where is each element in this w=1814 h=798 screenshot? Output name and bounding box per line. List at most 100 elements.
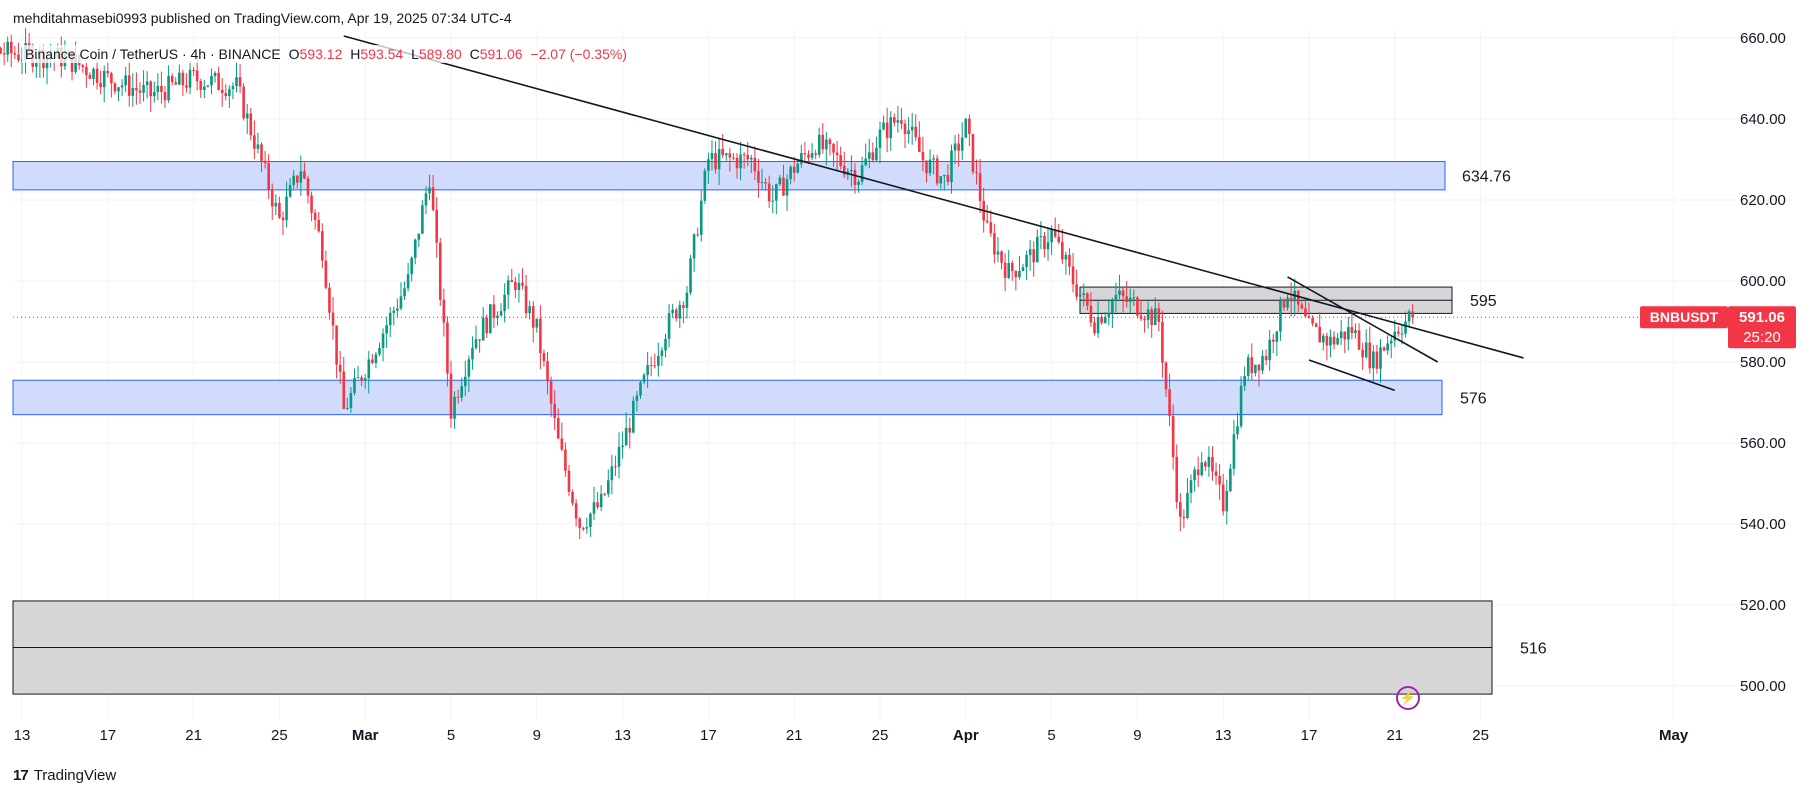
candle-body: [1179, 502, 1182, 517]
candle-body: [181, 72, 185, 86]
x-tick-label: 21: [786, 727, 803, 744]
candle-body: [581, 527, 585, 529]
candle-body: [610, 466, 614, 481]
y-axis[interactable]: 660.00 640.00 620.00 600.00 580.00 560.00 540.…: [1740, 30, 1786, 695]
candle-body: [860, 165, 864, 182]
candle-body: [1347, 327, 1350, 340]
candle-body: [388, 312, 392, 326]
candle-body: [1168, 389, 1171, 417]
trendline-main-descending: [343, 35, 1524, 359]
candle-body: [928, 159, 932, 174]
x-tick-label: 9: [1133, 727, 1141, 744]
candle-body: [807, 154, 810, 158]
x-axis[interactable]: 13 17 21 25 Mar 5 9 13 17 21 25 Apr 5 9 13 17 21 25 May: [14, 727, 1689, 744]
candle-body: [1246, 357, 1250, 376]
candle-body: [867, 152, 871, 159]
candle-body: [546, 361, 549, 382]
candle-body: [875, 147, 878, 161]
tradingview-logo-icon: 17: [13, 767, 29, 784]
candle-body: [228, 89, 231, 97]
ticker-badge: [1640, 306, 1728, 329]
candle-body: [989, 222, 993, 234]
candle-body: [1175, 456, 1179, 503]
candle-body: [374, 354, 378, 363]
symbol-legend[interactable]: Binance Coin / TetherUS · 4h · BINANCE O…: [22, 45, 630, 63]
candle-body: [839, 155, 842, 166]
candle-body: [771, 200, 775, 202]
candle-body: [499, 311, 503, 316]
candle-body: [653, 365, 657, 367]
tradingview-brand[interactable]: 17 TradingView: [13, 767, 116, 784]
candle-body: [213, 72, 217, 77]
candle-body: [903, 123, 907, 135]
candle-body: [678, 305, 682, 319]
candle-body: [739, 154, 742, 169]
candle-body: [310, 195, 313, 213]
candle-body: [385, 325, 388, 334]
candle-body: [978, 173, 982, 201]
candle-body: [724, 153, 728, 156]
candle-body: [1189, 480, 1193, 493]
close-label: C: [469, 46, 480, 62]
candle-body: [263, 160, 267, 164]
candle-body: [1286, 297, 1289, 308]
candle-body: [1025, 255, 1028, 268]
candle-body: [113, 83, 117, 92]
candle-body: [367, 359, 371, 379]
candle-body: [1225, 490, 1229, 512]
candle-body: [524, 285, 528, 314]
candle-body: [1050, 229, 1053, 243]
candle-body: [188, 69, 192, 88]
candle-body: [639, 382, 642, 396]
candle-body: [571, 492, 574, 504]
candle-body: [660, 350, 664, 357]
lightning-icon[interactable]: ⚡: [1396, 686, 1420, 710]
candle-body: [535, 318, 539, 328]
candle-body: [1411, 311, 1414, 318]
candle-body: [764, 182, 767, 184]
candle-body: [160, 85, 163, 93]
candle-body: [442, 299, 446, 323]
candle-body: [474, 339, 478, 349]
candle-body: [253, 135, 256, 149]
candle-body: [717, 149, 721, 170]
x-tick-label: 25: [1472, 727, 1489, 744]
candle-body: [1214, 471, 1218, 476]
candle-body: [935, 158, 939, 184]
candle-body: [481, 317, 485, 341]
candle-body: [1239, 385, 1243, 427]
candle-body: [356, 377, 360, 379]
candle-body: [814, 153, 817, 155]
candle-body: [960, 137, 964, 151]
candle-body: [1068, 254, 1071, 267]
candle-body: [178, 72, 181, 85]
candle-body: [110, 73, 113, 84]
candle-body: [135, 87, 138, 91]
candle-body: [45, 57, 49, 69]
candle-body: [950, 150, 953, 182]
y-tick-label: 640.00: [1740, 111, 1786, 128]
symbol-name[interactable]: Binance Coin / TetherUS · 4h · BINANCE: [25, 46, 281, 62]
zone-label: 516: [1520, 641, 1547, 658]
candle-body: [1236, 426, 1239, 435]
candle-body: [900, 120, 903, 124]
candle-body: [206, 85, 210, 87]
candle-body: [1021, 267, 1025, 272]
candle-body: [1268, 339, 1271, 361]
zones: 634.76 595 576 516: [12, 161, 1547, 695]
zone-resistance: [12, 161, 1446, 191]
y-tick-label: 560.00: [1740, 435, 1786, 452]
candle-body: [489, 304, 492, 334]
candle-body: [335, 325, 338, 365]
x-tick-label: 13: [1215, 727, 1232, 744]
candle-body: [685, 292, 689, 308]
candle-body: [446, 322, 449, 374]
candle-body: [542, 353, 546, 362]
candle-body: [117, 87, 120, 92]
candle-body: [371, 359, 374, 363]
candle-body: [346, 408, 349, 410]
candle-body: [328, 287, 331, 313]
candle-body: [649, 365, 653, 367]
candle-body: [850, 169, 853, 172]
